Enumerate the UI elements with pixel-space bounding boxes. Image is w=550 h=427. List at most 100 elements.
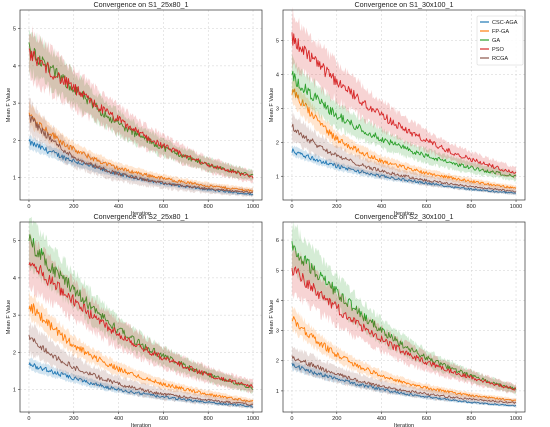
series-line-ga bbox=[291, 70, 517, 178]
series-band-rcga bbox=[28, 321, 254, 410]
series-band-fp-ga bbox=[28, 289, 254, 405]
y-tick-label: 5 bbox=[13, 239, 16, 245]
x-tick-label: 0 bbox=[290, 204, 293, 210]
series-line-rcga bbox=[291, 123, 517, 193]
y-tick-label: 3 bbox=[276, 106, 279, 112]
y-tick-label: 2 bbox=[276, 140, 279, 146]
x-tick-label: 800 bbox=[467, 204, 476, 210]
x-tick-label: 800 bbox=[204, 204, 213, 210]
y-tick-label: 1 bbox=[13, 176, 16, 182]
legend-label-fp-ga: FP-GA bbox=[492, 29, 509, 35]
series-band-ga bbox=[28, 29, 254, 182]
x-axis-label: Iteration bbox=[131, 211, 151, 217]
axes-frame bbox=[19, 221, 263, 413]
x-tick-label: 200 bbox=[69, 204, 78, 210]
chart-panel-4: 0 200 400 600 800 1000 1 2 3 4 5 6 Convergence on S2… bbox=[269, 212, 526, 427]
chart-panel-3: 0 200 400 600 800 1000 1 2 3 4 5 Convergence on S2_… bbox=[6, 212, 263, 427]
series-line-rcga bbox=[291, 355, 517, 404]
x-tick-label: 800 bbox=[467, 416, 476, 422]
x-tick-label: 1000 bbox=[510, 204, 522, 210]
x-tick-label: 1000 bbox=[247, 204, 259, 210]
x-tick-label: 600 bbox=[159, 416, 168, 422]
axes-frame bbox=[282, 9, 526, 201]
series-line-fp-ga bbox=[291, 316, 517, 402]
series-band-pso bbox=[28, 229, 254, 394]
x-tick-label: 0 bbox=[290, 416, 293, 422]
series-line-rcga bbox=[28, 334, 254, 406]
series-line-pso bbox=[291, 32, 517, 174]
y-tick-label: 3 bbox=[13, 313, 16, 319]
y-tick-label: 1 bbox=[276, 389, 279, 395]
series-line-fp-ga bbox=[28, 112, 254, 192]
x-tick-label: 400 bbox=[114, 204, 123, 210]
panel-title: Convergence on S2_30x100_1 bbox=[354, 212, 453, 221]
x-axis-label: Iteration bbox=[394, 423, 414, 427]
y-axis-label: Mean F Value bbox=[269, 88, 275, 122]
legend: CSC-AGA FP-GA GA PSO RCGA bbox=[476, 15, 524, 66]
x-tick-label: 400 bbox=[377, 204, 386, 210]
series-line-fp-ga bbox=[28, 303, 254, 403]
x-axis-label: Iteration bbox=[131, 423, 151, 427]
y-tick-label: 6 bbox=[276, 238, 279, 244]
x-axis-label: Iteration bbox=[394, 211, 414, 217]
x-tick-label: 0 bbox=[27, 416, 30, 422]
y-tick-label: 5 bbox=[13, 27, 16, 33]
x-tick-label: 1000 bbox=[510, 416, 522, 422]
y-tick-label: 4 bbox=[13, 64, 16, 70]
x-tick-label: 0 bbox=[27, 204, 30, 210]
series-band-ga bbox=[291, 220, 517, 395]
legend-box bbox=[476, 15, 524, 66]
x-tick-label: 600 bbox=[422, 204, 431, 210]
x-tick-label: 800 bbox=[204, 416, 213, 422]
series-line-ga bbox=[28, 42, 254, 177]
series-line-csc-aga bbox=[28, 362, 254, 408]
y-tick-label: 5 bbox=[276, 268, 279, 274]
legend-label-csc-aga: CSC-AGA bbox=[492, 20, 518, 26]
series-band-fp-ga bbox=[291, 79, 517, 191]
legend-label-pso: PSO bbox=[492, 47, 504, 53]
x-tick-label: 200 bbox=[332, 416, 341, 422]
y-tick-label: 4 bbox=[13, 276, 16, 282]
panel-title: Convergence on S1_25x80_1 bbox=[93, 0, 188, 9]
series-line-csc-aga bbox=[291, 148, 517, 194]
series-line-csc-aga bbox=[291, 362, 517, 407]
x-tick-label: 600 bbox=[422, 416, 431, 422]
y-tick-label: 3 bbox=[13, 101, 16, 107]
series-line-ga bbox=[291, 241, 517, 391]
panel-title: Convergence on S1_30x100_1 bbox=[354, 0, 453, 9]
series-line-ga bbox=[28, 234, 254, 390]
series-band-pso bbox=[291, 6, 517, 180]
axes-frame bbox=[19, 9, 263, 201]
y-tick-label: 1 bbox=[276, 174, 279, 180]
series-band-pso bbox=[291, 243, 517, 394]
series-line-fp-ga bbox=[291, 88, 517, 189]
series-line-rcga bbox=[28, 115, 254, 194]
series-band-rcga bbox=[28, 97, 254, 198]
y-tick-label: 2 bbox=[13, 350, 16, 356]
y-axis-label: Mean F Value bbox=[269, 300, 275, 334]
y-axis-label: Mean F Value bbox=[6, 88, 12, 122]
series-band-csc-aga bbox=[28, 135, 254, 196]
series-line-pso bbox=[28, 48, 254, 179]
plot-area bbox=[20, 222, 262, 412]
series-band-pso bbox=[28, 25, 254, 184]
y-tick-label: 5 bbox=[276, 39, 279, 45]
y-tick-label: 4 bbox=[276, 298, 279, 304]
chart-panel-1: 0 200 400 600 800 1000 1 2 3 4 5 Convergence on S1_… bbox=[6, 0, 263, 217]
panel-title: Convergence on S2_25x80_1 bbox=[93, 212, 188, 221]
series-line-pso bbox=[291, 266, 517, 391]
axes-frame bbox=[282, 221, 526, 413]
y-tick-label: 2 bbox=[13, 138, 16, 144]
y-axis-label: Mean F Value bbox=[6, 300, 12, 334]
y-tick-label: 4 bbox=[276, 72, 279, 78]
y-tick-label: 2 bbox=[276, 359, 279, 365]
legend-label-rcga: RCGA bbox=[492, 56, 508, 62]
x-tick-label: 200 bbox=[69, 416, 78, 422]
x-tick-label: 200 bbox=[332, 204, 341, 210]
legend-label-ga: GA bbox=[492, 38, 500, 44]
y-tick-label: 1 bbox=[13, 388, 16, 394]
x-tick-label: 600 bbox=[159, 204, 168, 210]
series-band-rcga bbox=[291, 109, 517, 196]
series-line-pso bbox=[28, 262, 254, 388]
